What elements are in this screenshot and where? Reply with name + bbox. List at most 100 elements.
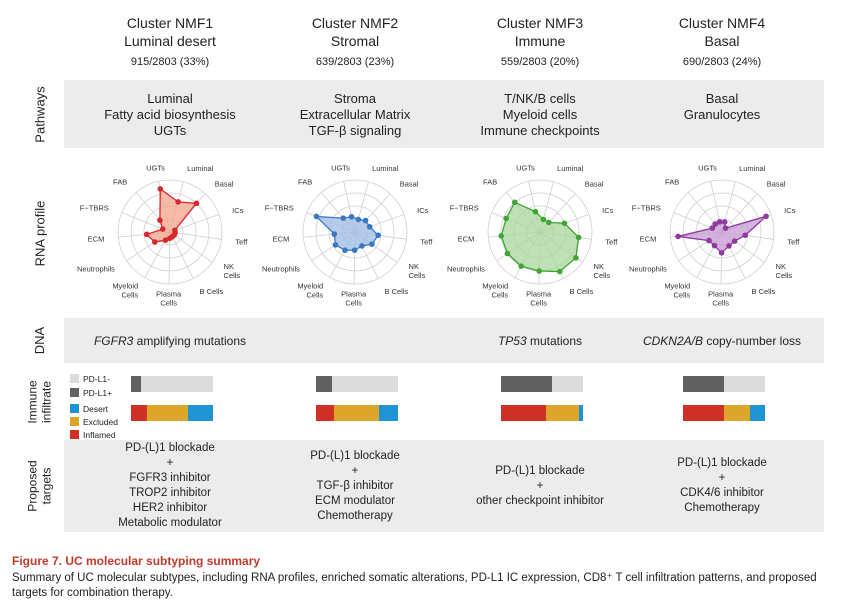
radar-axis-label: Neutrophils — [629, 264, 667, 273]
radar-axis-label: Basal — [585, 179, 604, 188]
radar-axis-label: Neutrophils — [77, 264, 115, 273]
cluster-count: 915/2803 (33%) — [130, 56, 210, 68]
target-item: Chemotherapy — [684, 502, 760, 514]
cluster-header: Cluster NMF2 Stromal 639/2803 (23%) — [260, 14, 450, 68]
pathway-item: T/NK/B cells — [504, 91, 576, 106]
radar-point — [369, 241, 375, 247]
radar-point — [731, 238, 738, 244]
radar-axis-label: NK Cells — [776, 262, 793, 280]
radar-grid-ring — [682, 192, 762, 272]
pathway-item: Fatty acid biosynthesis — [104, 107, 236, 122]
cluster-dna: FGFR3 amplifying mutations — [75, 334, 265, 348]
radar-axis-label: F−TBRS — [632, 203, 661, 212]
dna-gene: TP53 — [497, 334, 527, 348]
cluster-targets: PD-(L)1 blockade + FGFR3 inhibitor TROP2 in… — [75, 441, 265, 531]
radar-axis-label: Luminal — [739, 164, 766, 173]
radar-grid-ring — [117, 179, 223, 285]
radar-point — [143, 231, 150, 238]
radar-axis-label: B Cells — [751, 287, 775, 296]
target-item: other checkpoint inhibitor — [476, 494, 604, 507]
radar-point — [675, 233, 681, 240]
pdl1-negative-segment — [140, 376, 213, 392]
radar-grid-ring — [315, 192, 395, 272]
radar-point — [716, 219, 723, 225]
radar-point — [711, 242, 718, 249]
row-label-targets: Proposed targets — [26, 460, 54, 512]
radar-point — [575, 234, 582, 241]
radar-grid-ring — [669, 179, 775, 285]
radar-point — [175, 199, 181, 205]
legend-label-pdl1-neg: PD-L1- — [83, 374, 110, 384]
target-item: Metabolic modulator — [118, 517, 222, 529]
target-item: PD-(L)1 blockade — [495, 464, 585, 477]
row-label-pathways: Pathways — [32, 85, 48, 143]
dna-gene: FGFR3 — [93, 334, 134, 348]
cluster-name: Cluster NMF1 — [126, 15, 214, 31]
pdl1-positive-segment — [683, 376, 724, 392]
cluster-targets: PD-(L)1 blockade + other checkpoint inhibi… — [445, 464, 635, 509]
radar-axis-label: UGTs — [516, 164, 535, 173]
inflamed-segment — [683, 405, 724, 421]
row-label-dna: DNA — [32, 326, 48, 355]
cluster-targets: PD-(L)1 blockade + TGF-β inhibitor ECM modu… — [260, 449, 450, 524]
target-item: PD-(L)1 blockade — [677, 457, 767, 469]
dna-band — [64, 318, 824, 363]
target-item: + — [718, 472, 726, 484]
radar-axis-label: Teff — [235, 237, 248, 246]
cluster-targets: PD-(L)1 blockade + CDK4/6 inhibitor Chemoth… — [627, 456, 817, 516]
radar-axis-label: Myeloid Cells — [664, 281, 690, 299]
cluster-subtitle: Stromal — [330, 33, 380, 49]
radar-axis-label: ECM — [88, 235, 105, 244]
pathway-item: TGF-β signaling — [308, 123, 402, 138]
pathway-item: UGTs — [153, 123, 187, 138]
radar-axis-label: FAB — [665, 178, 679, 187]
radar-axis-label: Plasma Cells — [708, 289, 734, 307]
radar-point — [498, 233, 504, 239]
radar-point — [518, 263, 524, 269]
radar-axis-label: ECM — [273, 235, 290, 244]
excluded-segment — [334, 405, 380, 421]
pdl1-positive-segment — [501, 376, 552, 392]
target-item: TGF-β inhibitor — [316, 479, 394, 492]
cluster-dna: CDKN2A/B copy-number loss — [627, 334, 817, 348]
pathway-item: Granulocytes — [683, 107, 761, 122]
pathway-item: Basal — [705, 91, 739, 106]
cluster-header: Cluster NMF1 Luminal desert 915/2803 (33… — [75, 14, 265, 68]
radar-axis-label: B Cells — [384, 287, 408, 296]
radar-spoke — [721, 193, 758, 233]
cluster-pathways: T/NK/B cells Myeloid cells Immune checkpoi… — [445, 91, 635, 139]
radar-point — [332, 242, 339, 248]
radar-point — [721, 219, 728, 225]
dna-alteration: mutations — [526, 334, 583, 348]
legend-label-inflamed: Inflamed — [83, 430, 116, 440]
radar-axis-label: Myeloid Cells — [297, 281, 323, 299]
target-item: HER2 inhibitor — [132, 502, 208, 514]
radar-axis-label: Teff — [420, 237, 433, 246]
cluster-name: Cluster NMF4 — [678, 15, 766, 31]
target-item: PD-(L)1 blockade — [125, 442, 215, 454]
pdl1-positive-segment — [316, 376, 333, 392]
radar-point — [722, 225, 729, 231]
pdl1-negative-segment — [724, 376, 765, 392]
desert-segment — [379, 405, 398, 421]
radar-grid-ring — [302, 179, 408, 285]
excluded-segment — [147, 405, 189, 421]
row-label-rna: RNA profile — [32, 200, 48, 266]
radar-axis-label: Plasma Cells — [341, 289, 367, 307]
radar-point — [536, 268, 543, 274]
radar-profile-area — [500, 201, 580, 273]
caption-body: Summary of UC molecular subtypes, includ… — [12, 572, 817, 599]
radar-axis-label: ICs — [602, 206, 614, 215]
legend-label-excluded: Excluded — [83, 417, 118, 427]
legend-swatch-pdl1-neg — [70, 374, 79, 383]
target-item: + — [536, 479, 544, 492]
target-item: FGFR3 inhibitor — [129, 472, 211, 484]
desert-segment — [188, 405, 213, 421]
radar-axis-label: NK Cells — [224, 262, 241, 280]
target-item: PD-(L)1 blockade — [310, 449, 400, 462]
excluded-segment — [546, 405, 579, 421]
radar-point — [342, 247, 348, 254]
target-item: TROP2 inhibitor — [129, 487, 211, 499]
pathway-item: Extracellular Matrix — [299, 107, 411, 122]
radar-point — [718, 249, 725, 256]
